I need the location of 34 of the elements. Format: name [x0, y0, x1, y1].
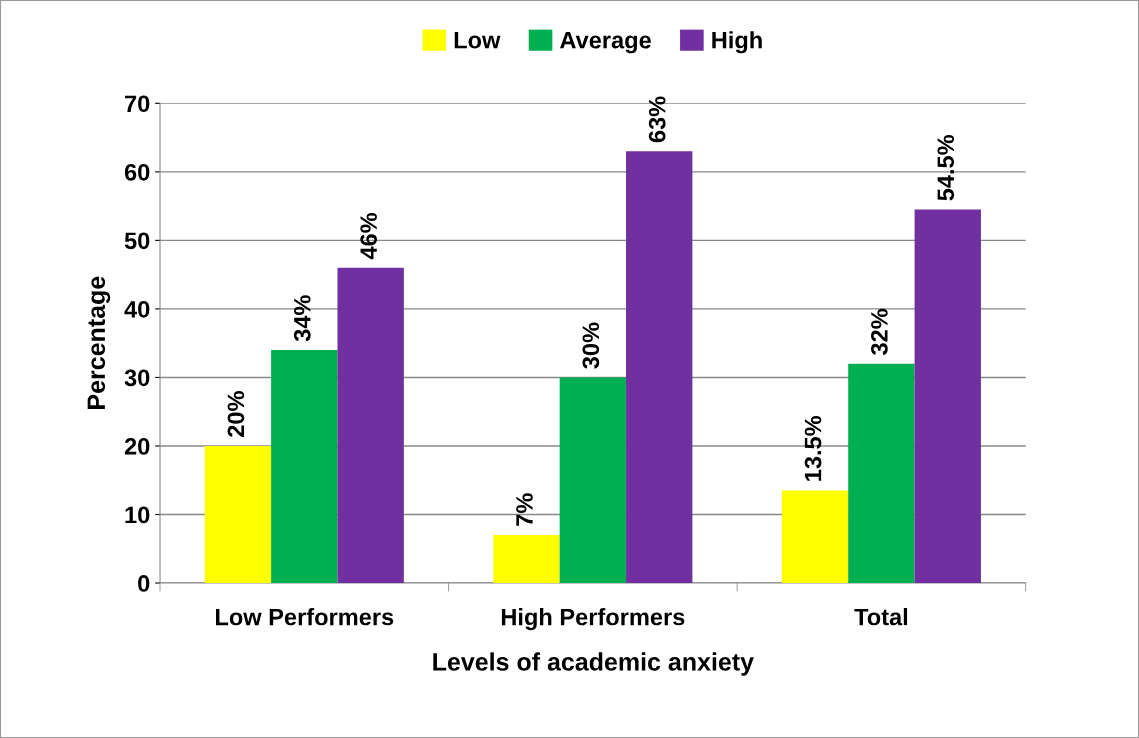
y-tick-label: 20 — [124, 438, 150, 455]
data-label: 63% — [648, 96, 666, 143]
data-label: 30% — [582, 322, 600, 369]
bar — [493, 535, 560, 584]
bar — [848, 363, 915, 584]
data-label: 34% — [293, 295, 311, 342]
data-label: 32% — [871, 308, 888, 355]
data-label: 20% — [227, 391, 245, 437]
y-tick-label: 30 — [124, 369, 150, 387]
bar — [781, 490, 849, 584]
bar — [559, 377, 627, 584]
legend-label: Low — [454, 32, 501, 49]
x-tick-label: High Performers — [501, 608, 685, 631]
bar — [204, 445, 272, 584]
bar — [626, 151, 693, 584]
bar — [271, 350, 338, 584]
y-tick-label: 70 — [125, 95, 150, 113]
y-tick-label: 50 — [124, 232, 150, 250]
data-label: 7% — [516, 493, 533, 526]
x-tick-label: Low Performers — [216, 608, 394, 626]
bar — [337, 267, 404, 584]
data-label: 13.5% — [804, 415, 822, 481]
x-tick-label: Total — [854, 608, 908, 626]
legend-label: Average — [560, 32, 651, 54]
y-tick-label: 0 — [138, 575, 150, 592]
y-tick-label: 60 — [124, 163, 150, 181]
x-axis-title: Levels of academic anxiety — [433, 652, 754, 676]
y-axis-title: Percentage — [87, 276, 111, 409]
data-label: 54.5% — [937, 134, 955, 201]
y-tick-label: 40 — [124, 300, 150, 318]
y-tick-label: 10 — [125, 506, 150, 524]
legend-label: High — [712, 31, 762, 54]
bar — [914, 209, 981, 584]
data-label: 46% — [360, 212, 378, 260]
